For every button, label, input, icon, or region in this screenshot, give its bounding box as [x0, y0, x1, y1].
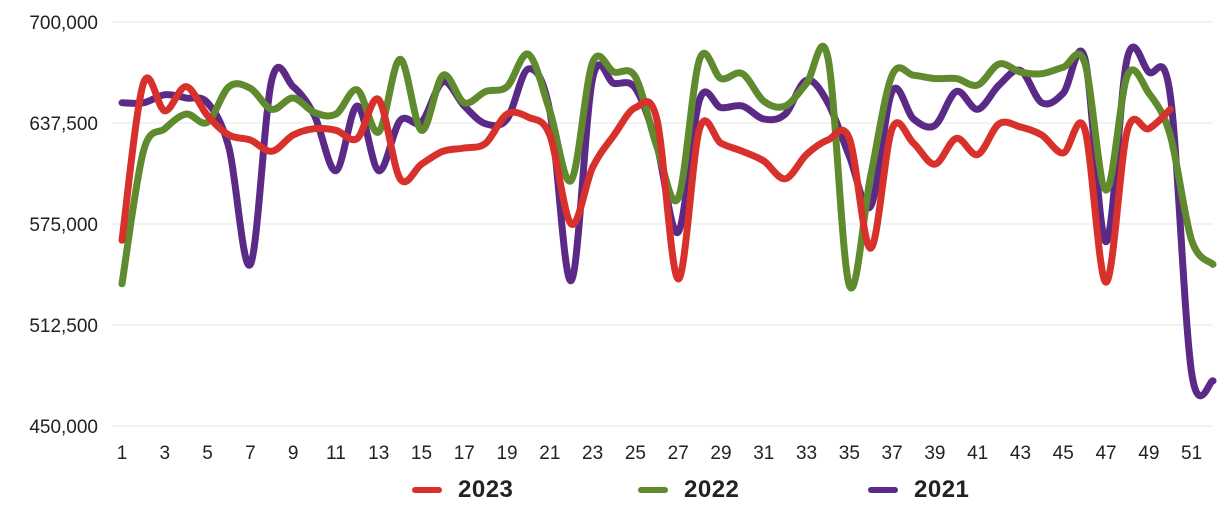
x-tick-label: 45 — [1053, 443, 1074, 464]
x-tick-label: 51 — [1181, 443, 1202, 464]
grid-lines — [112, 21, 1213, 427]
legend-item-2023[interactable]: 2023 — [412, 476, 513, 504]
legend-swatch-2021 — [868, 487, 898, 493]
x-tick-label: 31 — [753, 443, 774, 464]
legend-label-2023: 2023 — [458, 476, 514, 503]
x-tick-label: 1 — [117, 443, 128, 464]
x-tick-label: 5 — [202, 443, 213, 464]
x-tick-label: 37 — [882, 443, 903, 464]
x-tick-label: 15 — [411, 443, 432, 464]
x-tick-label: 11 — [326, 443, 346, 464]
legend-item-2021[interactable]: 2021 — [868, 476, 969, 504]
series-line-2023 — [118, 74, 1174, 286]
x-tick-label: 49 — [1138, 443, 1159, 464]
y-tick-label: 575,000 — [29, 215, 98, 236]
legend-swatch-2022 — [638, 487, 668, 493]
legend: 2023 2022 2021 — [0, 476, 1217, 510]
x-tick-label: 9 — [288, 443, 299, 464]
legend-label-2022: 2022 — [684, 476, 740, 503]
x-tick-label: 47 — [1095, 443, 1116, 464]
x-tick-label: 25 — [625, 443, 646, 464]
x-tick-label: 35 — [839, 443, 860, 464]
series-line-2022 — [118, 43, 1217, 292]
series-line-2021 — [118, 43, 1217, 400]
x-tick-label: 21 — [539, 443, 560, 464]
x-tick-label: 23 — [582, 443, 603, 464]
y-tick-label: 450,000 — [29, 417, 98, 438]
legend-item-2022[interactable]: 2022 — [638, 476, 739, 504]
x-axis-tick-labels: 1 3 5 7 9 11 13 15 17 19 21 23 25 27 29 31 33 35 37 39 41 43 4… — [117, 443, 1202, 464]
x-tick-label: 17 — [454, 443, 475, 464]
x-tick-label: 29 — [710, 443, 731, 464]
legend-swatch-2023 — [412, 487, 442, 493]
x-tick-label: 43 — [1010, 443, 1031, 464]
x-tick-label: 27 — [668, 443, 689, 464]
y-tick-label: 700,000 — [29, 13, 98, 34]
y-tick-label: 637,500 — [29, 114, 98, 135]
x-tick-label: 33 — [796, 443, 817, 464]
x-tick-label: 7 — [245, 443, 256, 464]
y-tick-label: 512,500 — [29, 316, 98, 337]
x-tick-label: 19 — [496, 443, 517, 464]
x-tick-label: 39 — [924, 443, 945, 464]
x-tick-label: 13 — [368, 443, 389, 464]
x-tick-label: 41 — [967, 443, 988, 464]
x-tick-label: 3 — [159, 443, 170, 464]
legend-label-2021: 2021 — [914, 476, 970, 503]
series-lines — [118, 43, 1217, 400]
y-axis-tick-labels: 450,000 512,500 575,000 637,500 700,000 — [29, 13, 98, 438]
